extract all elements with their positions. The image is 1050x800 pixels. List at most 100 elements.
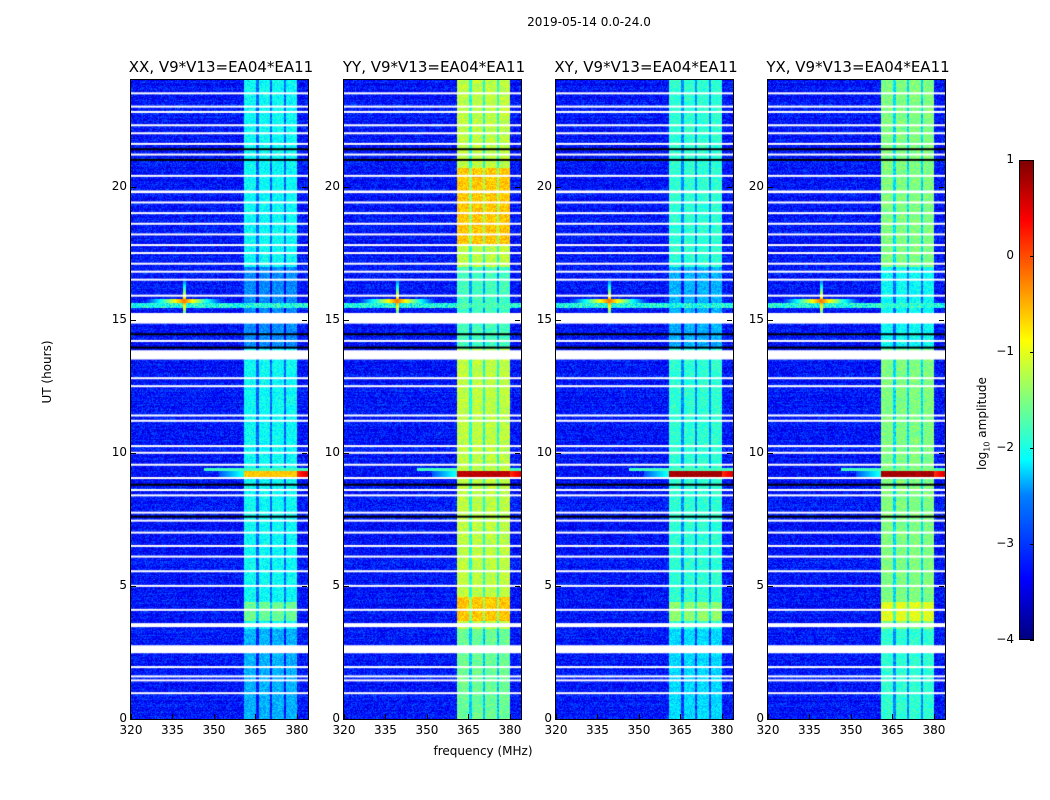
- colorbar-tick-mark: [1030, 640, 1034, 641]
- y-tick-mark: [302, 585, 307, 587]
- y-axis-label: UT (hours): [40, 340, 54, 404]
- y-tick-mark: [556, 319, 561, 321]
- y-tick-mark: [727, 585, 732, 587]
- dynamic-spectrum-image: [556, 80, 733, 719]
- x-tick-label: 365: [881, 723, 904, 737]
- colorbar-tick-mark: [1030, 352, 1034, 353]
- x-tick-label: 335: [161, 723, 184, 737]
- colorbar-label: log10 amplitude: [975, 377, 992, 470]
- colorbar: [1019, 160, 1034, 640]
- x-tick-label: 350: [415, 723, 439, 737]
- y-tick-mark: [131, 719, 136, 720]
- x-tick-mark: [933, 714, 935, 719]
- panel-title: YX, V9*V13=EA04*EA11: [766, 58, 950, 76]
- y-tick-mark: [344, 319, 349, 321]
- heatmap-panel: XY, V9*V13=EA04*EA11: [554, 58, 738, 720]
- y-tick-mark: [939, 186, 944, 188]
- colorbar-tick-mark: [1030, 256, 1034, 257]
- y-tick-mark: [302, 186, 307, 188]
- y-tick-label: 15: [748, 311, 764, 326]
- y-tick-mark: [939, 319, 944, 321]
- y-tick-mark: [556, 186, 561, 188]
- y-tick-mark: [515, 452, 520, 454]
- x-tick-mark: [809, 714, 811, 719]
- y-tick-mark: [727, 186, 732, 188]
- x-tick-mark: [638, 714, 640, 719]
- dynamic-spectrum-image: [344, 80, 521, 719]
- y-tick-mark: [768, 319, 773, 321]
- y-tick-mark: [515, 585, 520, 587]
- figure-title: 2019-05-14 0.0-24.0: [527, 15, 651, 29]
- y-tick-label: 10: [324, 444, 340, 459]
- y-tick-mark: [939, 719, 944, 720]
- colorbar-tick-label: 0: [1006, 248, 1014, 262]
- y-tick-mark: [131, 186, 136, 188]
- y-tick-label: 20: [111, 178, 127, 193]
- x-tick-label: 350: [202, 723, 226, 737]
- x-tick-mark: [385, 714, 387, 719]
- y-tick-mark: [515, 719, 520, 720]
- y-tick-mark: [344, 719, 349, 720]
- y-tick-mark: [556, 585, 561, 587]
- x-tick-mark: [468, 714, 470, 719]
- y-tick-label: 0: [756, 711, 764, 725]
- x-tick-label: 350: [839, 723, 863, 737]
- colorbar-tick-mark: [1030, 544, 1034, 545]
- colorbar-tick-label: −1: [996, 344, 1014, 358]
- x-tick-label: 320: [756, 723, 780, 737]
- x-tick-label: 380: [285, 723, 309, 737]
- y-tick-mark: [939, 585, 944, 587]
- y-tick-label: 15: [536, 311, 552, 326]
- y-tick-label: 20: [536, 178, 552, 193]
- panel-title: YY, V9*V13=EA04*EA11: [342, 58, 526, 76]
- colorbar-tick-mark: [1030, 160, 1034, 161]
- heatmap-panel: XX, V9*V13=EA04*EA11: [129, 58, 313, 720]
- x-tick-label: 350: [627, 723, 651, 737]
- panel-title: XY, V9*V13=EA04*EA11: [554, 58, 738, 76]
- x-tick-mark: [721, 714, 723, 719]
- x-tick-label: 320: [544, 723, 568, 737]
- x-tick-label: 335: [798, 723, 821, 737]
- x-tick-mark: [768, 714, 769, 719]
- dynamic-spectrum-image: [131, 80, 308, 719]
- x-tick-mark: [213, 714, 215, 719]
- x-tick-label: 320: [332, 723, 356, 737]
- y-tick-label: 20: [748, 178, 764, 193]
- x-tick-label: 365: [669, 723, 692, 737]
- x-tick-mark: [509, 714, 511, 719]
- y-tick-mark: [131, 452, 136, 454]
- y-tick-label: 5: [756, 577, 764, 592]
- x-tick-mark: [850, 714, 852, 719]
- colorbar-tick-label: 1: [1006, 152, 1014, 166]
- y-tick-mark: [768, 452, 773, 454]
- x-tick-mark: [556, 714, 557, 719]
- y-tick-mark: [131, 319, 136, 321]
- y-tick-mark: [302, 719, 307, 720]
- x-tick-label: 380: [710, 723, 734, 737]
- y-tick-mark: [556, 452, 561, 454]
- y-tick-mark: [768, 719, 773, 720]
- y-tick-label: 15: [111, 311, 127, 326]
- y-tick-mark: [939, 452, 944, 454]
- y-tick-label: 10: [748, 444, 764, 459]
- y-tick-label: 5: [332, 577, 340, 592]
- x-tick-label: 335: [586, 723, 609, 737]
- x-tick-mark: [680, 714, 682, 719]
- y-tick-mark: [131, 585, 136, 587]
- colorbar-tick-label: −2: [996, 440, 1014, 454]
- y-tick-label: 0: [332, 711, 340, 725]
- heatmap-panel: YY, V9*V13=EA04*EA11: [343, 58, 525, 720]
- x-tick-label: 380: [922, 723, 946, 737]
- y-tick-label: 0: [544, 711, 552, 725]
- y-tick-mark: [727, 319, 732, 321]
- y-tick-mark: [768, 186, 773, 188]
- y-tick-label: 0: [119, 711, 127, 725]
- x-tick-label: 365: [244, 723, 267, 737]
- y-tick-mark: [768, 585, 773, 587]
- x-tick-mark: [426, 714, 428, 719]
- y-tick-mark: [515, 319, 520, 321]
- x-tick-mark: [344, 714, 345, 719]
- y-tick-label: 20: [324, 178, 340, 193]
- x-tick-mark: [296, 714, 298, 719]
